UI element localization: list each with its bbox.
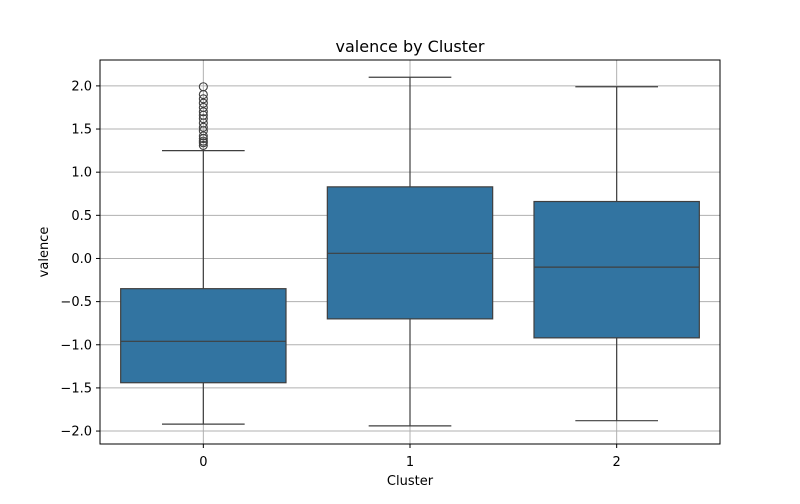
y-axis-label: valence [37,227,52,278]
boxes [120,76,700,427]
y-tick-label: −1.5 [60,381,92,396]
y-tick-label: −1.0 [60,338,92,353]
outlier-point [198,122,208,132]
y-tick-label: 0.5 [71,209,92,224]
box-cluster-1 [326,76,494,427]
outlier-point [198,131,208,141]
y-tick-label: −2.0 [60,425,92,440]
outlier-point [198,98,208,108]
ticks: −2.0 −1.5 −1.0 −0.5 0.0 0.5 1.0 1.5 2.0 0 1 2 [60,79,620,470]
y-tick-label: 1.0 [71,166,92,181]
x-tick-label: 2 [613,455,621,470]
y-tick-label: 0.0 [71,252,92,267]
outlier-point [198,140,208,150]
y-tick-label: −0.5 [60,295,92,310]
outlier-point [198,82,208,92]
outlier-point [198,94,208,104]
outlier-point [198,102,208,113]
iqr-box [533,200,700,339]
outlier-point [198,107,208,117]
x-axis-label: Cluster [387,474,434,489]
box-cluster-0 [120,82,287,425]
x-tick-label: 1 [406,455,414,470]
y-tick-label: 1.5 [71,123,92,138]
chart-title: valence by Cluster [336,37,485,56]
outlier-point [198,136,208,146]
x-tick-label: 0 [199,455,207,470]
outlier-point [198,114,208,124]
y-tick-label: 2.0 [71,79,92,94]
box-cluster-2 [533,86,700,422]
iqr-box [120,288,287,384]
